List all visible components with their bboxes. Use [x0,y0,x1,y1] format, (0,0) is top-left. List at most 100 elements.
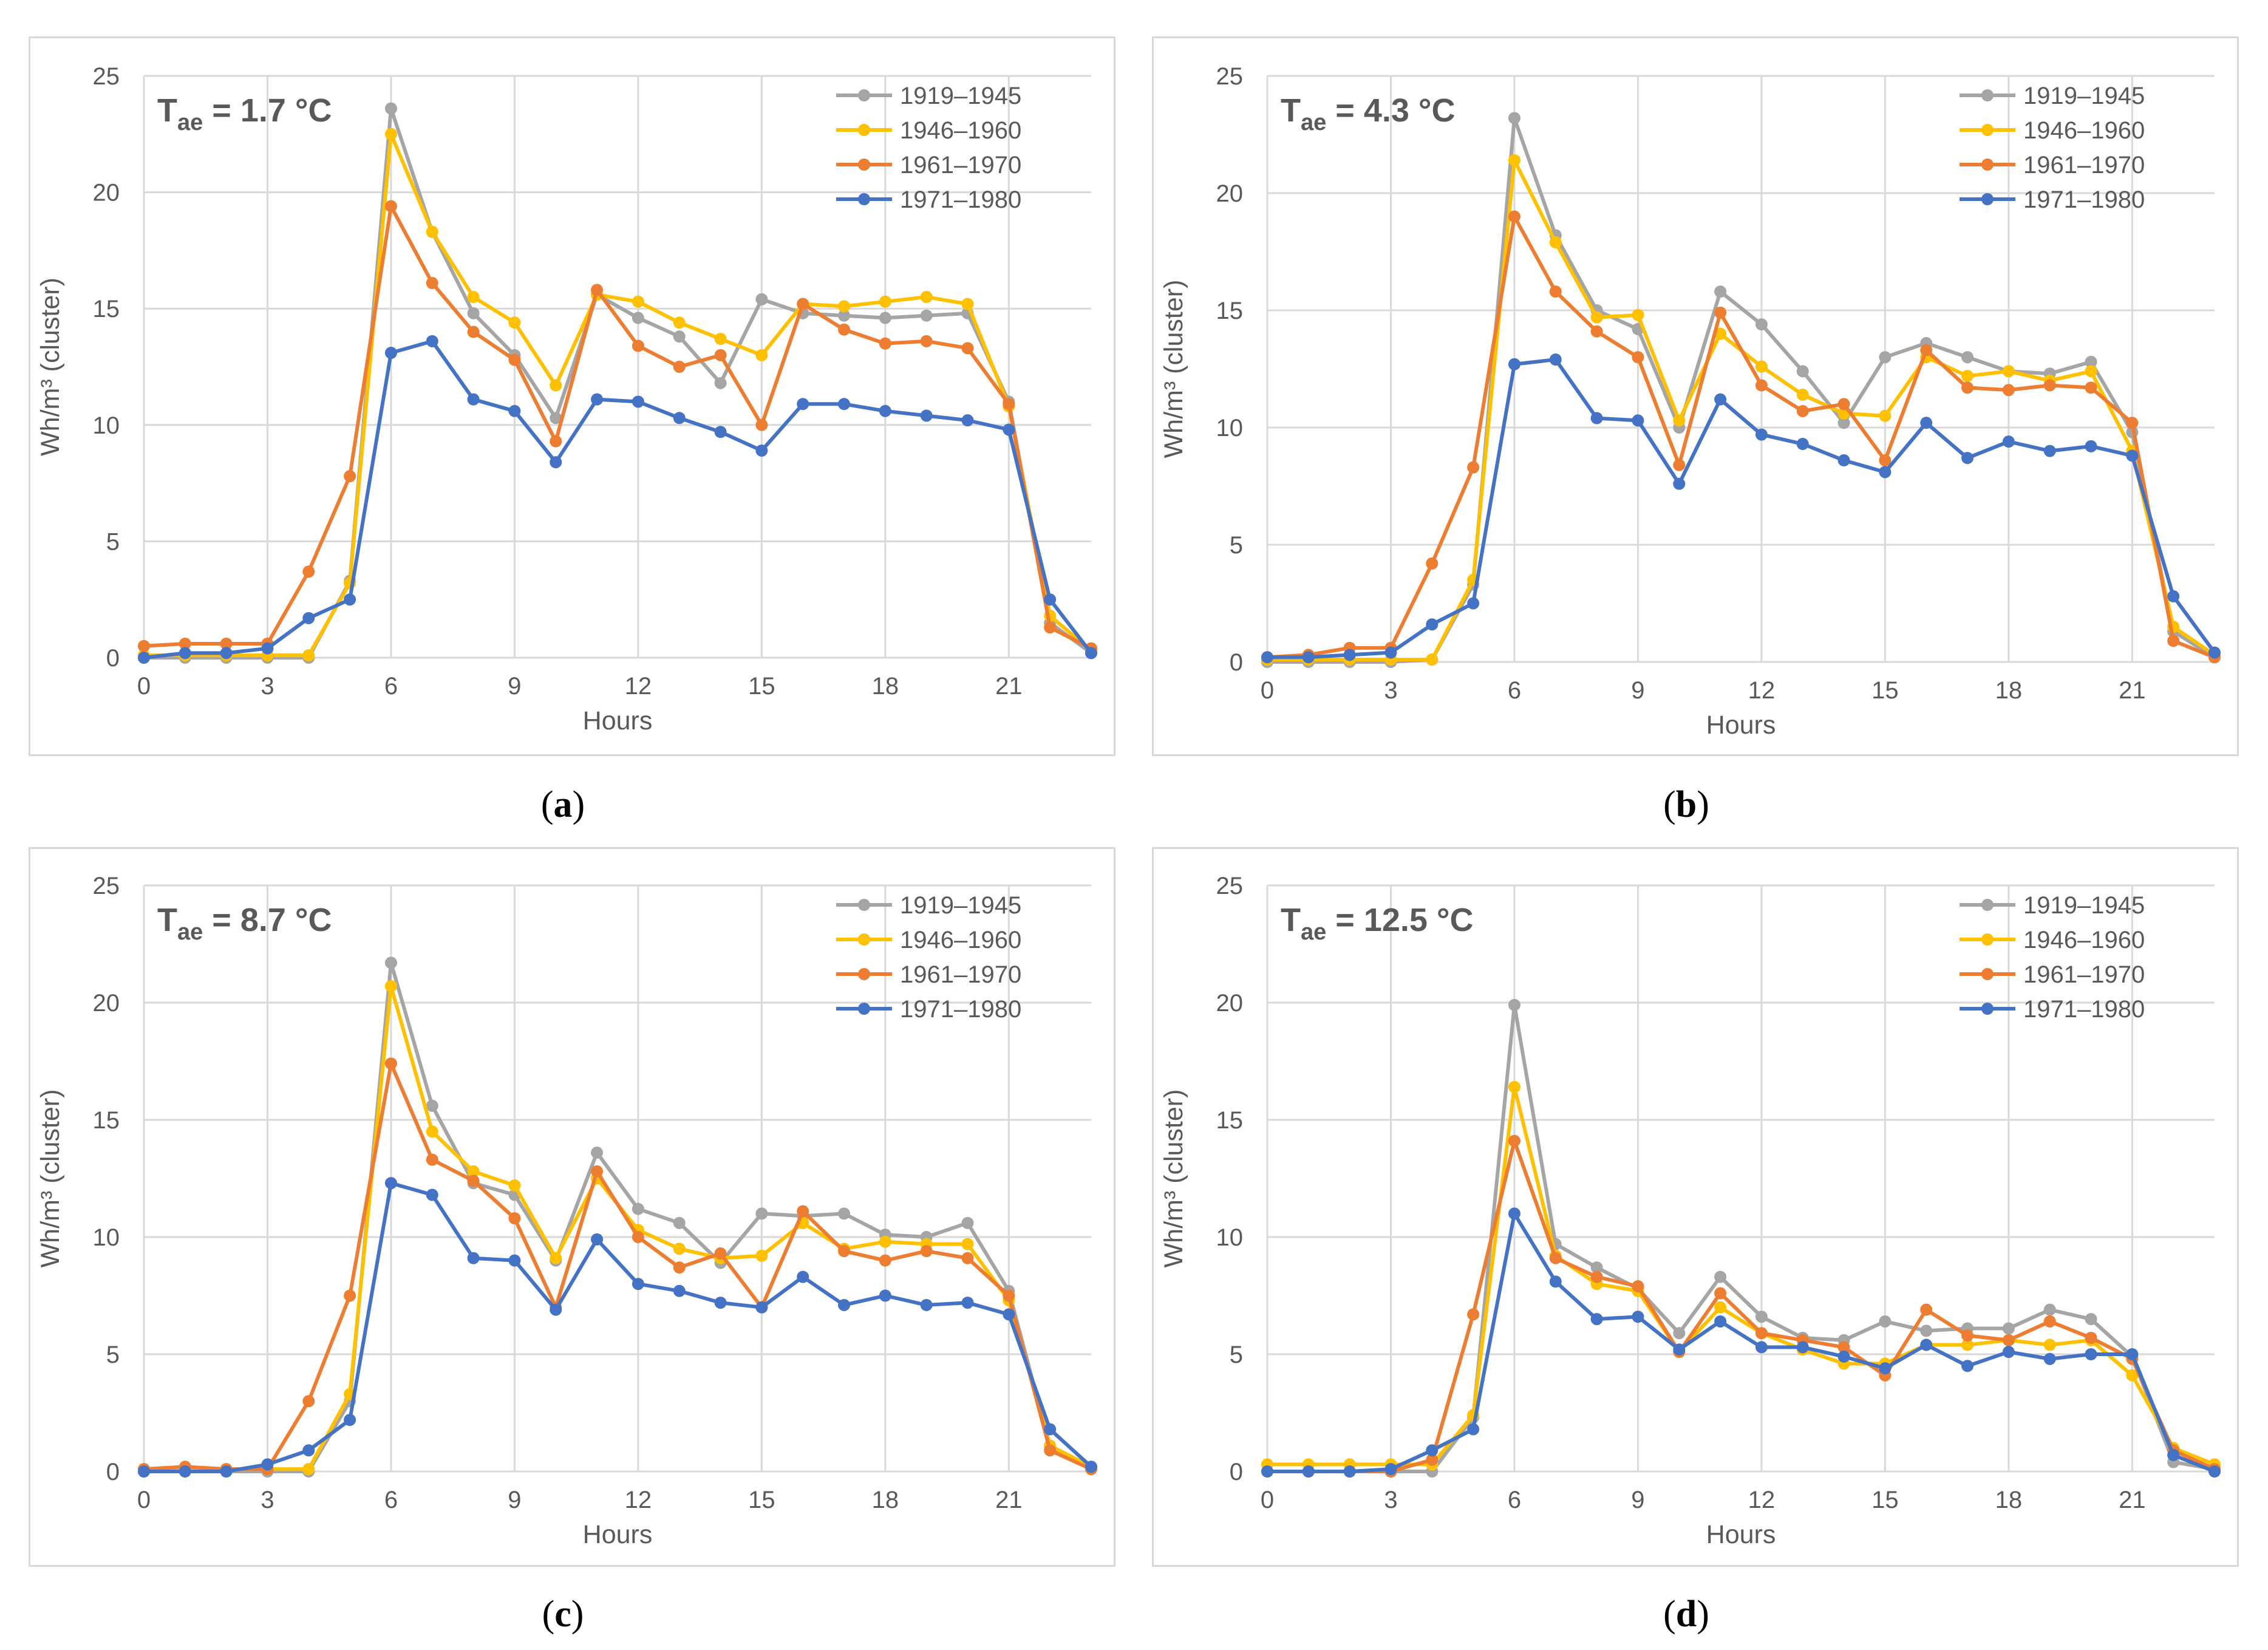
data-point [1549,285,1562,298]
series-line [144,106,1092,660]
legend-label: 1971–1980 [2023,996,2145,1023]
data-point [2043,445,2056,457]
data-point [1508,1134,1521,1147]
data-point [632,395,644,408]
annotation-value: = 1.7 °C [203,92,332,129]
y-tick-label: 10 [1216,1224,1244,1251]
y-tick-label: 15 [93,1107,120,1134]
y-tick-label: 5 [1230,532,1243,559]
data-point [2085,381,2097,394]
data-point [1302,651,1315,664]
x-tick-label: 0 [137,1487,151,1513]
series-line [144,1181,1093,1473]
data-point [2167,1448,2180,1461]
y-axis-title: Wh/m³ (cluster) [1159,280,1188,459]
data-point [632,312,644,324]
data-point [1003,398,1015,411]
data-point [2208,646,2221,659]
data-point [1549,353,1562,366]
data-point [1426,557,1439,570]
data-point [1837,398,1850,411]
data-point [1796,388,1809,401]
data-point [550,379,562,392]
data-point [714,349,727,361]
x-tick-label: 21 [995,1487,1023,1513]
data-point [1796,404,1809,417]
data-point [673,412,686,424]
data-point [755,1301,768,1314]
data-point [1044,1444,1057,1457]
annotation-symbol: T [157,92,177,129]
data-point [467,1252,480,1264]
data-point [632,339,644,352]
data-point [1755,360,1768,373]
data-point [1467,1308,1480,1321]
annotation-subscript: ae [1301,919,1326,945]
series-line [1267,1212,2216,1473]
legend-label: 1961–1970 [2023,961,2145,988]
x-tick-label: 3 [261,1487,274,1513]
data-point [673,330,686,343]
legend-label: 1946–1960 [900,927,1021,953]
data-point [879,404,891,417]
y-tick-label: 5 [106,1341,120,1368]
y-axis-title: Wh/m³ (cluster) [36,1089,65,1268]
data-point [1755,1327,1768,1340]
data-point [302,565,315,578]
data-point [1508,112,1521,124]
y-axis-title: Wh/m³ (cluster) [1159,1089,1188,1268]
data-point [1590,1313,1603,1326]
data-point [2167,635,2180,647]
data-point [1467,461,1480,474]
data-point [302,1463,315,1476]
data-point [220,1465,233,1478]
y-tick-label: 15 [1216,298,1244,324]
data-point [838,300,851,313]
data-point [467,307,480,319]
temperature-annotation: Tae = 8.7 °C [157,902,332,945]
data-point [2002,365,2015,378]
legend-marker [858,89,870,101]
data-point [673,1284,686,1297]
data-point [838,1207,851,1220]
x-tick-label: 18 [1995,1487,2023,1513]
line-chart-b: 0 5 10 15 20 25 0 3 6 9 12 15 18 21 Hours Wh/m³ (cluste… [1159,63,2221,740]
data-point [920,335,933,347]
data-point [920,1245,933,1258]
data-point [426,225,438,238]
data-point [838,309,851,322]
data-point [2085,1331,2097,1344]
data-point [1426,653,1439,666]
data-point [632,1231,644,1243]
legend-label: 1961–1970 [900,152,1021,179]
data-point [1044,593,1057,606]
x-tick-label: 9 [1631,677,1644,704]
series-line [144,132,1092,658]
data-point [302,649,315,662]
data-point [591,284,604,296]
data-point [1085,647,1097,660]
x-axis-title: Hours [583,1520,653,1549]
data-point [1673,1343,1686,1356]
data-point [2002,1334,2015,1346]
y-tick-label: 20 [1216,180,1244,207]
data-point [384,102,397,115]
legend-marker [858,159,870,171]
legend-label: 1919–1945 [2023,892,2145,919]
data-point [1549,1275,1562,1288]
x-axis-title: Hours [583,706,653,735]
y-tick-label: 10 [93,1224,120,1251]
y-tick-label: 5 [106,528,120,555]
data-point [1003,1308,1015,1321]
data-point [1755,428,1768,441]
y-tick-label: 25 [1216,873,1244,899]
data-point [508,1212,521,1225]
data-point [384,956,397,969]
data-point [1085,1461,1097,1473]
x-tick-label: 6 [1508,1487,1521,1513]
data-point [1796,1341,1809,1354]
data-point [2085,1348,2097,1360]
data-point [1384,1463,1397,1476]
data-point [344,1289,356,1302]
series-line [1267,1003,2215,1473]
